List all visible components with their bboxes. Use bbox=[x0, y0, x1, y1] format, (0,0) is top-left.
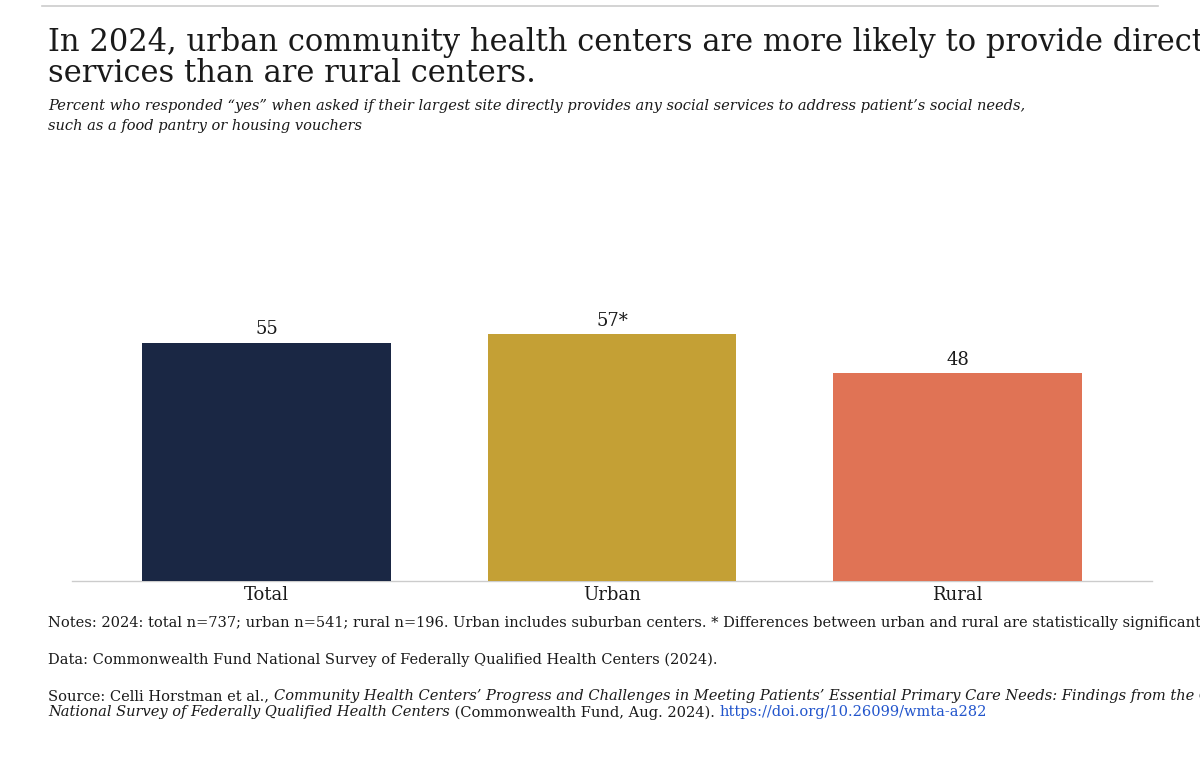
Text: Community Health Centers’ Progress and Challenges in Meeting Patients’ Essential: Community Health Centers’ Progress and C… bbox=[274, 689, 1200, 703]
Text: services than are rural centers.: services than are rural centers. bbox=[48, 58, 536, 89]
Bar bbox=[487, 334, 737, 581]
Text: Source: Celli Horstman et al.,: Source: Celli Horstman et al., bbox=[48, 689, 274, 703]
Text: (Commonwealth Fund, Aug. 2024).: (Commonwealth Fund, Aug. 2024). bbox=[450, 705, 719, 720]
Text: https://doi.org/10.26099/wmta-a282: https://doi.org/10.26099/wmta-a282 bbox=[719, 705, 986, 719]
Bar bbox=[142, 343, 391, 581]
Text: 55: 55 bbox=[256, 320, 277, 338]
Text: In 2024, urban community health centers are more likely to provide direct social: In 2024, urban community health centers … bbox=[48, 27, 1200, 58]
Text: National Survey of Federally Qualified Health Centers: National Survey of Federally Qualified H… bbox=[48, 705, 450, 719]
Text: 48: 48 bbox=[946, 350, 970, 369]
Text: 57*: 57* bbox=[596, 312, 628, 329]
Text: Percent who responded “yes” when asked if their largest site directly provides a: Percent who responded “yes” when asked i… bbox=[48, 99, 1025, 133]
Bar bbox=[833, 373, 1082, 581]
Text: Data: Commonwealth Fund National Survey of Federally Qualified Health Centers (2: Data: Commonwealth Fund National Survey … bbox=[48, 653, 718, 667]
Text: Notes: 2024: total n=737; urban n=541; rural n=196. Urban includes suburban cent: Notes: 2024: total n=737; urban n=541; r… bbox=[48, 616, 1200, 630]
